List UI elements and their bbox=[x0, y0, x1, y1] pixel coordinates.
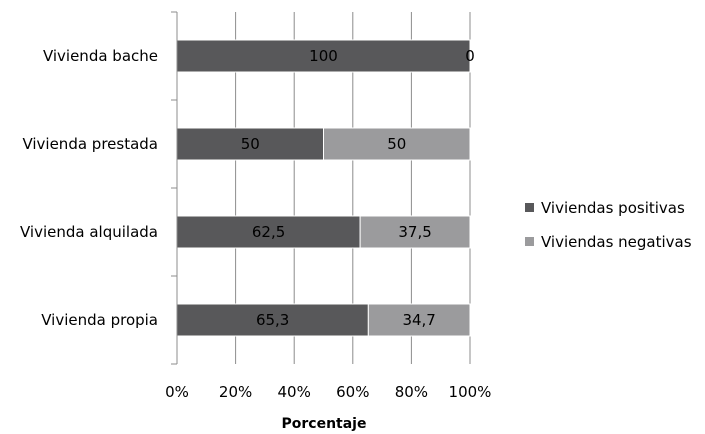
x-tick-labels: 0% 20% 40% 60% 80% 100% bbox=[165, 383, 491, 401]
data-label: 50 bbox=[387, 135, 406, 153]
data-label: 65,3 bbox=[256, 311, 289, 329]
bars: 100 0 50 50 62,5 37,5 65,3 34,7 bbox=[176, 39, 475, 337]
bar-segment bbox=[323, 127, 471, 161]
x-tick-label: 60% bbox=[336, 383, 369, 401]
category-labels: Vivienda bache Vivienda prestada Vivienda … bbox=[20, 47, 158, 329]
bar-segment bbox=[176, 303, 369, 337]
x-tick-label: 40% bbox=[278, 383, 311, 401]
x-axis-title: Porcentaje bbox=[282, 416, 367, 432]
legend-label: Viviendas negativas bbox=[541, 233, 692, 251]
data-label: 50 bbox=[241, 135, 260, 153]
category-label: Vivienda propia bbox=[41, 311, 158, 329]
legend-label: Viviendas positivas bbox=[541, 199, 685, 217]
data-label: 100 bbox=[309, 47, 338, 65]
data-label: 34,7 bbox=[402, 311, 435, 329]
x-tick-label: 80% bbox=[395, 383, 428, 401]
legend-swatch bbox=[525, 203, 534, 212]
data-label: 37,5 bbox=[398, 223, 431, 241]
x-tick-label: 0% bbox=[165, 383, 189, 401]
category-label: Vivienda alquilada bbox=[20, 223, 158, 241]
data-label: 0 bbox=[465, 47, 475, 65]
legend-swatch bbox=[525, 237, 534, 246]
category-label: Vivienda bache bbox=[43, 47, 158, 65]
legend: Viviendas positivas Viviendas negativas bbox=[525, 199, 692, 251]
y-axis bbox=[171, 11, 178, 365]
x-tick-label: 20% bbox=[219, 383, 252, 401]
bar-segment bbox=[176, 39, 471, 73]
bar-segment bbox=[359, 215, 471, 249]
bar-segment bbox=[367, 303, 471, 337]
category-label: Vivienda prestada bbox=[22, 135, 158, 153]
data-label: 62,5 bbox=[252, 223, 285, 241]
x-tick-label: 100% bbox=[449, 383, 492, 401]
